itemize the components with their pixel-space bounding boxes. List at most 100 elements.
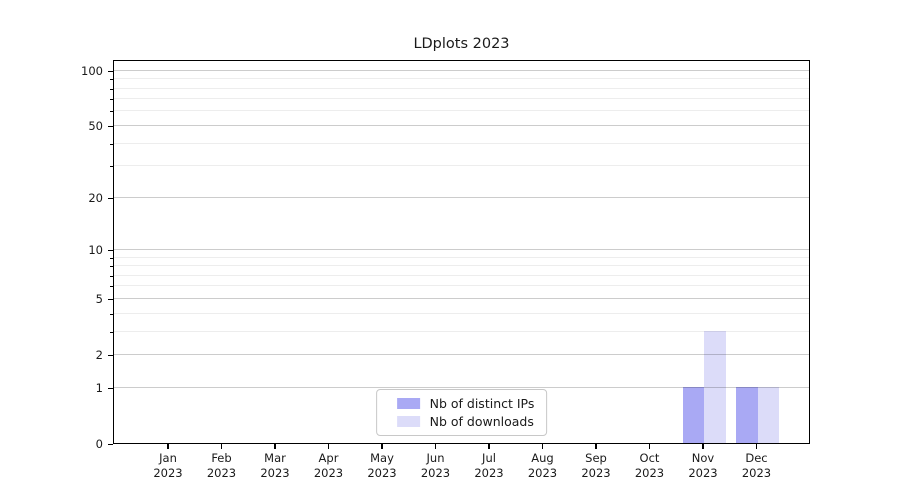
- y-minor-tick: [110, 275, 113, 277]
- x-tick-month: Jul: [482, 451, 496, 465]
- x-tick: [274, 444, 276, 449]
- chart-title: LDplots 2023: [413, 36, 510, 52]
- y-tick: [108, 125, 113, 128]
- x-tick-year: 2023: [260, 466, 290, 480]
- y-tick-label: 50: [88, 119, 103, 134]
- x-tick: [595, 444, 597, 449]
- x-tick-label: Jul 2023: [457, 451, 521, 481]
- x-tick-label: Feb 2023: [190, 451, 254, 481]
- legend-swatch: [396, 398, 420, 409]
- gridline-minor: [114, 142, 809, 144]
- gridline-minor: [114, 330, 809, 332]
- x-tick-month: Sep: [585, 451, 607, 465]
- legend-row: Nb of distinct IPs: [396, 396, 535, 411]
- bar-downloads: [757, 387, 779, 443]
- x-tick: [327, 444, 330, 449]
- y-minor-tick: [110, 143, 113, 145]
- x-tick-year: 2023: [474, 466, 504, 480]
- x-tick-month: Dec: [745, 451, 768, 465]
- y-minor-tick: [110, 266, 113, 267]
- x-tick: [381, 444, 383, 449]
- y-tick-label: 5: [95, 292, 103, 307]
- x-tick-year: 2023: [581, 466, 611, 480]
- x-tick-month: May: [370, 451, 394, 465]
- gridline-major: [114, 196, 809, 198]
- x-tick: [434, 444, 437, 449]
- gridline-major: [114, 353, 809, 355]
- gridline-minor: [114, 265, 809, 266]
- gridline-minor: [114, 312, 809, 314]
- gridline-minor: [114, 78, 809, 80]
- y-tick-label: 2: [95, 348, 103, 363]
- x-tick: [648, 444, 651, 449]
- x-tick-label: Apr 2023: [297, 451, 361, 481]
- x-tick: [167, 444, 169, 449]
- y-tick-label: 100: [81, 64, 103, 79]
- legend: Nb of distinct IPs Nb of downloads: [375, 389, 548, 436]
- gridline-major: [114, 69, 809, 71]
- x-tick-month: Jun: [426, 451, 445, 465]
- y-minor-tick: [110, 331, 113, 333]
- y-tick: [108, 387, 113, 389]
- grid-layer: [114, 61, 809, 443]
- x-tick-month: Oct: [639, 451, 660, 465]
- y-minor-tick: [110, 313, 113, 315]
- x-tick-label: May 2023: [350, 451, 414, 481]
- y-minor-tick: [110, 99, 113, 101]
- plot-area: Nb of distinct IPs Nb of downloads: [113, 60, 810, 444]
- y-minor-tick: [110, 166, 113, 168]
- x-tick-label: Sep 2023: [564, 451, 628, 481]
- x-tick-year: 2023: [153, 466, 183, 480]
- gridline-minor: [114, 274, 809, 276]
- y-tick: [108, 354, 113, 356]
- bars-layer: [114, 61, 809, 443]
- y-minor-tick: [110, 88, 113, 90]
- gridline-major: [114, 124, 809, 126]
- x-tick-label: Mar 2023: [243, 451, 307, 481]
- x-tick-year: 2023: [367, 466, 397, 480]
- y-minor-tick: [110, 79, 113, 81]
- y-tick-label: 0: [95, 437, 103, 451]
- gridline-minor: [114, 98, 809, 100]
- legend-swatch: [396, 416, 420, 427]
- x-tick: [220, 444, 223, 449]
- x-tick-month: Mar: [264, 451, 286, 465]
- x-tick-month: Nov: [691, 451, 715, 465]
- y-tick-label: 1: [95, 381, 103, 395]
- y-minor-tick: [110, 286, 113, 288]
- x-tick-month: Aug: [531, 451, 554, 465]
- x-tick-year: 2023: [634, 466, 665, 480]
- x-tick-label: Oct 2023: [618, 451, 682, 481]
- x-tick-label: Nov 2023: [671, 451, 735, 481]
- x-tick-year: 2023: [527, 466, 558, 480]
- x-tick-label: Jun 2023: [404, 451, 468, 481]
- y-tick-label: 10: [88, 243, 103, 258]
- y-tick: [108, 70, 113, 72]
- y-tick: [108, 249, 113, 251]
- gridline-minor: [114, 165, 809, 167]
- legend-label: Nb of distinct IPs: [429, 396, 535, 411]
- y-tick: [108, 443, 113, 445]
- x-tick-month: Feb: [211, 451, 232, 465]
- x-tick-year: 2023: [313, 466, 344, 480]
- x-tick-month: Jan: [159, 451, 177, 465]
- x-tick-label: Dec 2023: [725, 451, 789, 481]
- bar-distinct-ips: [736, 387, 758, 443]
- legend-row: Nb of downloads: [396, 414, 535, 429]
- x-tick: [755, 444, 758, 449]
- x-tick: [702, 444, 704, 449]
- x-tick-month: Apr: [318, 451, 339, 465]
- gridline-minor: [114, 110, 809, 112]
- gridline-minor: [114, 87, 809, 89]
- x-tick-year: 2023: [741, 466, 772, 480]
- gridline-minor: [114, 285, 809, 287]
- y-tick: [108, 197, 113, 199]
- x-tick-label: Jan 2023: [136, 451, 200, 481]
- gridline-major: [114, 386, 809, 388]
- bar-distinct-ips: [682, 387, 704, 443]
- x-tick: [488, 444, 490, 449]
- x-tick: [541, 444, 544, 449]
- x-tick-label: Aug 2023: [511, 451, 575, 481]
- gridline-minor: [114, 256, 809, 258]
